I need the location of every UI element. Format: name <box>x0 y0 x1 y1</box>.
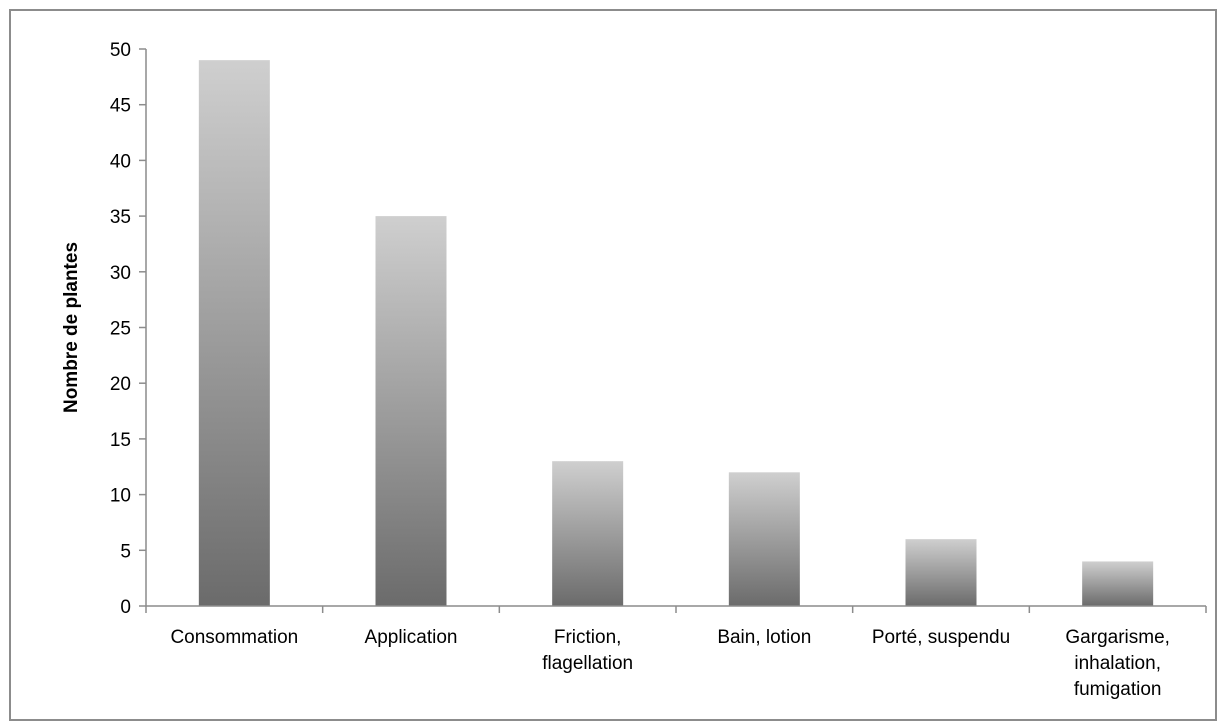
chart-frame: 0 5 10 15 20 25 30 35 40 45 50 Consommation Applica… <box>9 9 1217 721</box>
y-tick-label: 35 <box>110 207 131 228</box>
bar <box>905 539 977 606</box>
bar <box>728 472 800 606</box>
x-category-label: Friction, flagellation <box>542 627 633 674</box>
y-axis-title: Nombre de plantes <box>61 242 82 413</box>
bar <box>552 461 624 606</box>
y-tick-label: 5 <box>120 541 131 562</box>
y-tick-label: 50 <box>110 40 131 61</box>
y-tick-label: 30 <box>110 263 131 284</box>
bar-chart: 0 5 10 15 20 25 30 35 40 45 50 Consommation Applica… <box>61 40 1207 700</box>
x-axis-labels: Consommation Application Friction, flagella… <box>170 627 1169 700</box>
x-category-label: Porté, suspendu <box>872 627 1010 648</box>
bars <box>198 60 1154 606</box>
y-tick-label: 20 <box>110 374 131 395</box>
x-category-label: Application <box>365 627 458 648</box>
x-category-label: Gargarisme, inhalation, fumigation <box>1065 627 1170 700</box>
x-category-label: Bain, lotion <box>717 627 811 648</box>
y-tick-label: 40 <box>110 151 131 172</box>
bar <box>375 216 447 606</box>
bar <box>1082 561 1154 606</box>
axes <box>145 49 1207 613</box>
bar <box>198 60 270 606</box>
y-axis-ticks: 0 5 10 15 20 25 30 35 40 45 50 <box>110 40 146 618</box>
y-tick-label: 0 <box>120 597 131 618</box>
y-tick-label: 45 <box>110 96 131 117</box>
y-tick-label: 10 <box>110 486 131 507</box>
y-tick-label: 25 <box>110 319 131 340</box>
y-tick-label: 15 <box>110 430 131 451</box>
x-category-label: Consommation <box>170 627 298 648</box>
